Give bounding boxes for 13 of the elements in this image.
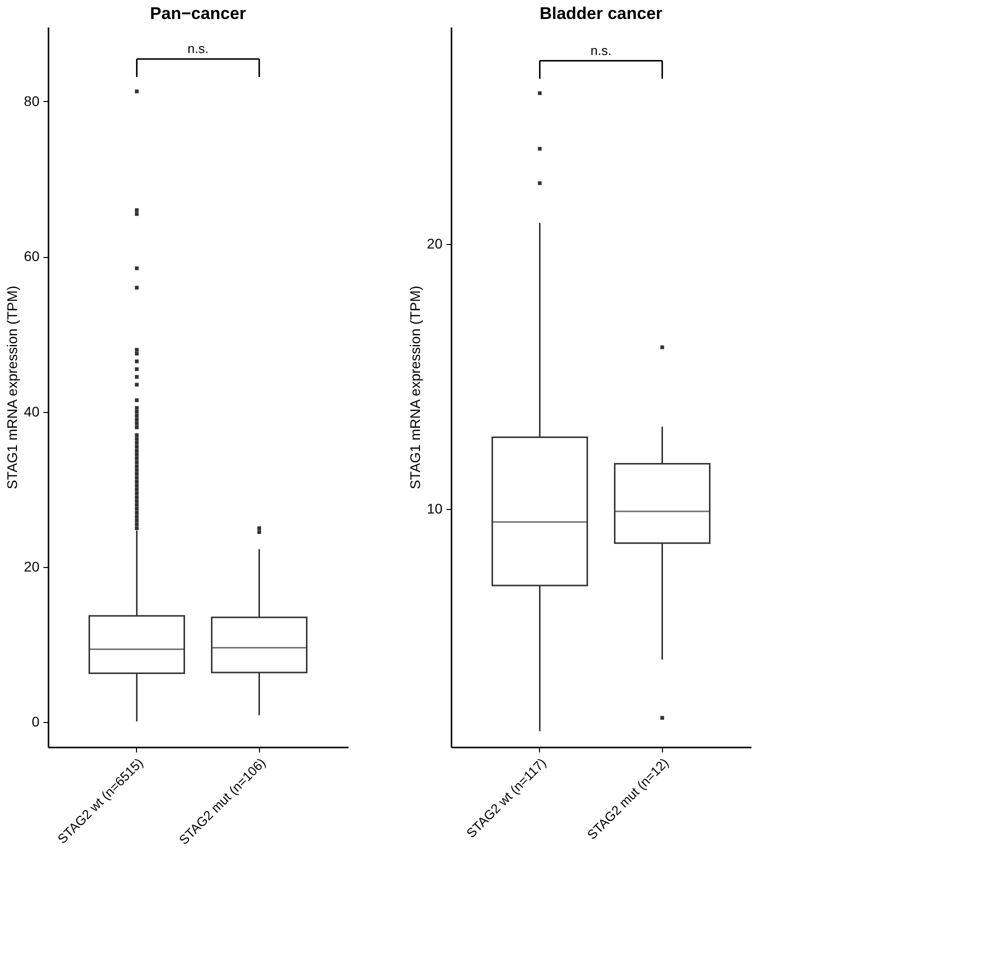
annotation: n.s. bbox=[188, 40, 208, 56]
y-tick-label: 40 bbox=[24, 403, 40, 420]
y-tick-label: 80 bbox=[24, 92, 40, 109]
chart-title: Pan−cancer bbox=[150, 4, 246, 23]
annotation: n.s. bbox=[590, 42, 612, 58]
y-tick-label: 0 bbox=[32, 714, 40, 730]
y-tick-label: 20 bbox=[426, 236, 443, 252]
y-tick-label: 10 bbox=[426, 500, 443, 516]
y-tick-label: 60 bbox=[24, 248, 40, 264]
y-axis-title: STAG1 mRNA expression (TPM) bbox=[406, 286, 423, 490]
chart-title: Bladder cancer bbox=[540, 4, 663, 23]
y-axis-title: STAG1 mRNA expression (TPM) bbox=[4, 286, 20, 490]
y-tick-label: 20 bbox=[24, 558, 40, 574]
